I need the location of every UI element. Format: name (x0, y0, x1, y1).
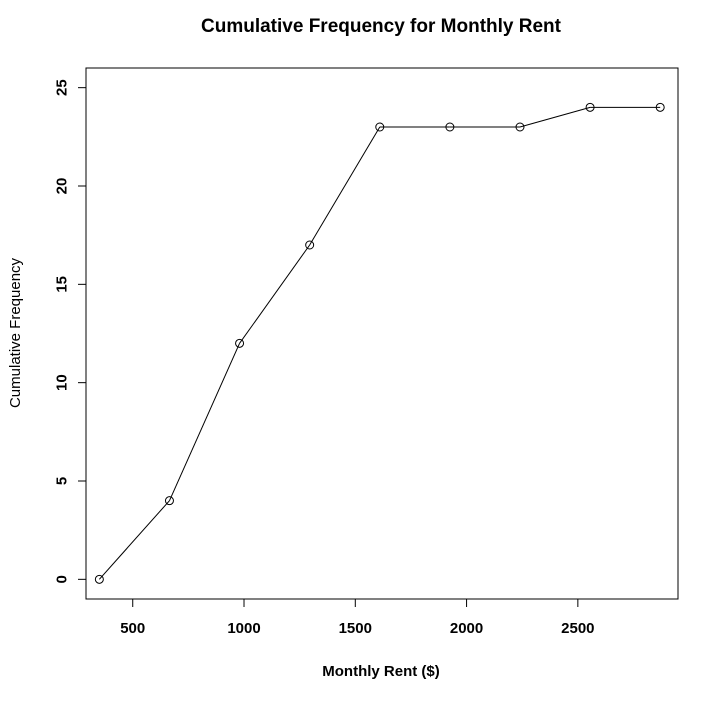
series-line-segment (309, 126, 381, 246)
y-axis-label: Cumulative Frequency (7, 257, 24, 408)
x-tick-label: 1500 (339, 620, 372, 637)
y-axis: 0 5 10 15 20 25 (54, 79, 86, 584)
chart-title: Cumulative Frequency for Monthly Rent (201, 16, 562, 37)
y-tick-label: 15 (54, 276, 71, 293)
y-tick-label: 25 (54, 79, 71, 96)
data-point (164, 496, 174, 506)
x-tick-label: 2500 (561, 620, 594, 637)
x-tick-label: 1000 (227, 620, 260, 637)
series-line-segment (98, 500, 170, 580)
data-point (445, 122, 455, 132)
x-axis-label: Monthly Rent ($) (322, 663, 440, 680)
data-point (305, 240, 315, 250)
data-point (94, 574, 104, 584)
data-point (585, 102, 595, 112)
x-tick-label: 500 (120, 620, 145, 637)
y-tick-label: 5 (54, 477, 71, 485)
y-tick-label: 10 (54, 374, 71, 391)
series-line-segment (239, 244, 311, 344)
x-tick-label: 2000 (450, 620, 483, 637)
data-point (515, 122, 525, 132)
data-point (375, 122, 385, 132)
y-tick-label: 20 (54, 178, 71, 195)
series-line-segment (169, 343, 241, 501)
plot-series (94, 102, 665, 584)
y-tick-label: 0 (54, 575, 71, 583)
data-point (235, 338, 245, 348)
x-axis: 500 1000 1500 2000 2500 (120, 599, 595, 637)
plot-frame (85, 67, 679, 600)
data-point (655, 102, 665, 112)
series-line-segment (519, 106, 591, 128)
